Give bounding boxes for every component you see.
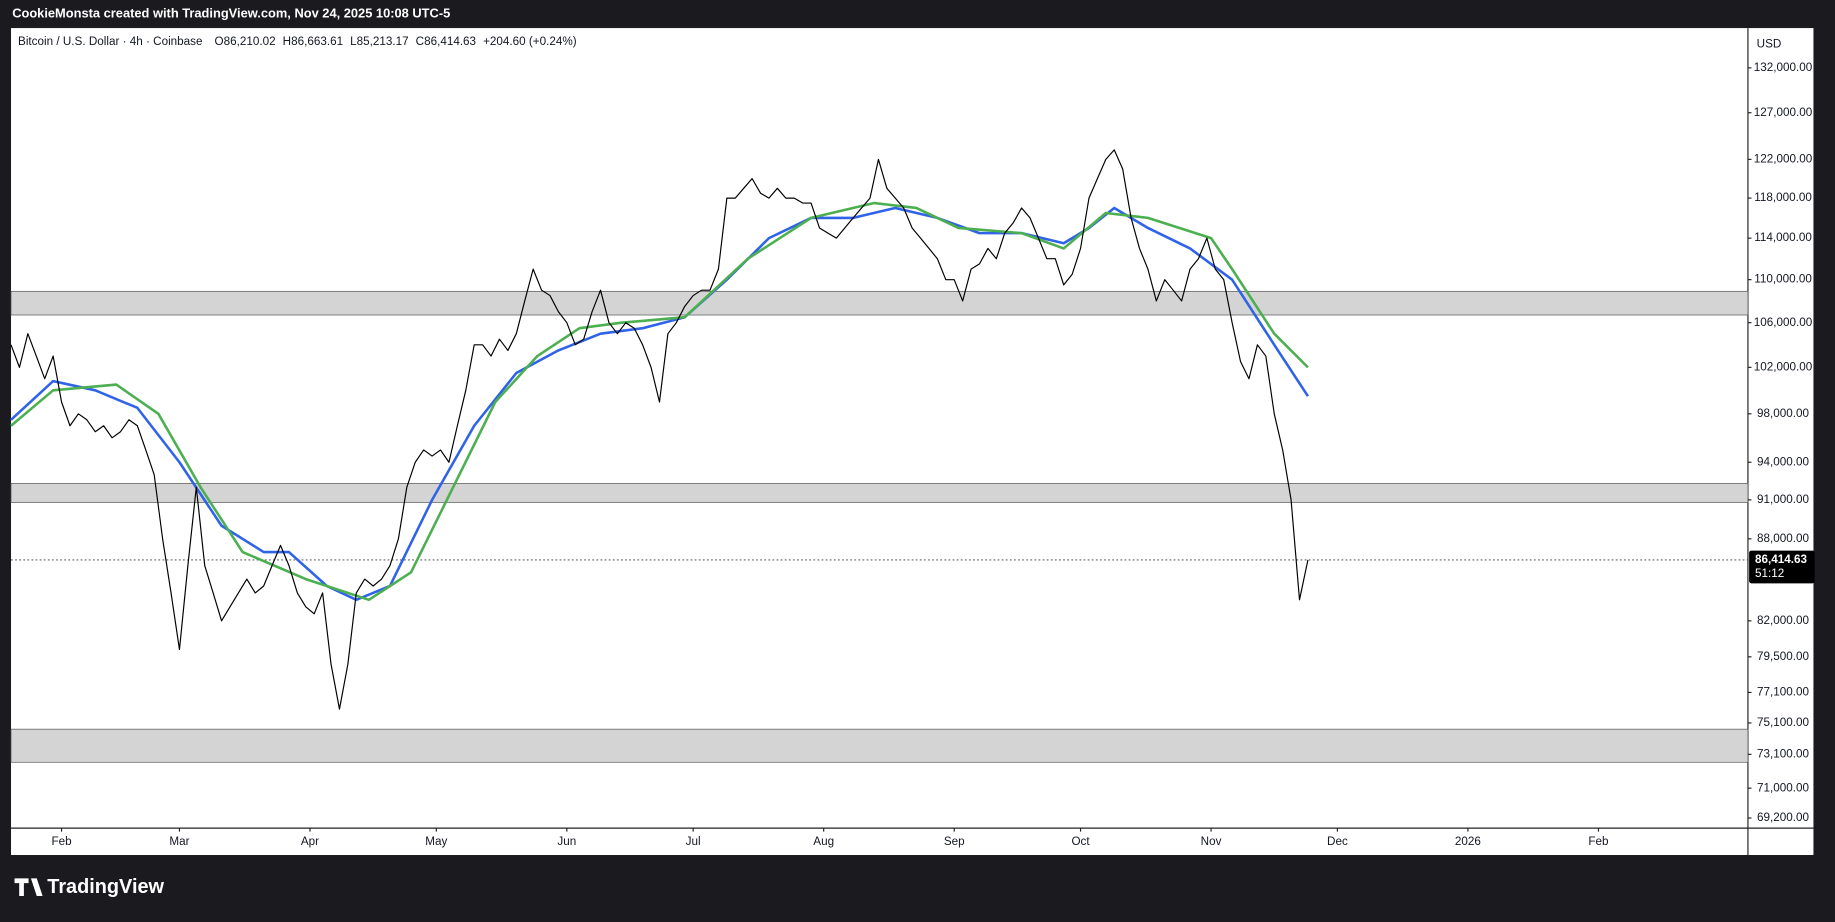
zone <box>10 483 1749 503</box>
y-tick-label: 69,200.00 <box>1757 811 1809 824</box>
y-tick-label: 106,000.00 <box>1754 316 1813 329</box>
logo-mark <box>14 878 43 896</box>
ohlc-value: O86,210.02 <box>215 35 276 48</box>
chart-pane <box>11 28 1814 856</box>
x-tick-label: Nov <box>1201 835 1222 848</box>
x-tick-label: Oct <box>1071 835 1090 848</box>
y-tick-label: 82,000.00 <box>1757 614 1809 627</box>
currency: USD <box>1757 38 1782 51</box>
credit: CookieMonsta created with TradingView.co… <box>12 5 450 20</box>
series-line <box>10 149 1309 710</box>
ohlc-value: L85,213.17 <box>350 35 408 48</box>
last-price-badge <box>1749 550 1815 584</box>
x-tick-label: Dec <box>1327 835 1348 848</box>
y-tick-label: 98,000.00 <box>1757 407 1809 420</box>
y-tick-label: 114,000.00 <box>1754 231 1812 244</box>
legend: Bitcoin / U.S. Dollar · 4h · Coinbase <box>18 35 202 48</box>
brand: TradingView <box>47 876 164 898</box>
zone <box>10 290 1749 316</box>
x-tick-label: Jul <box>686 835 701 848</box>
x-tick-label: Jun <box>557 835 576 848</box>
x-tick-label: Feb <box>1588 835 1609 848</box>
y-tick-label: 132,000.00 <box>1754 61 1813 74</box>
y-tick-label: 91,000.00 <box>1757 493 1809 506</box>
x-tick-label: Aug <box>813 835 834 848</box>
ohlc-value: H86,663.61 <box>283 35 343 48</box>
last-price-label: 86,414.63 <box>1755 553 1807 566</box>
y-tick-label: 118,000.00 <box>1754 191 1812 204</box>
x-tick-label: May <box>425 835 447 848</box>
zone <box>10 728 1749 763</box>
brand-logo: TradingView <box>14 876 165 898</box>
x-tick-label: 2026 <box>1455 835 1481 848</box>
y-tick-label: 94,000.00 <box>1757 455 1809 468</box>
y-tick-label: 88,000.00 <box>1757 532 1809 545</box>
y-tick-label: 127,000.00 <box>1754 106 1813 119</box>
x-tick-label: Feb <box>51 835 72 848</box>
y-tick-label: 79,500.00 <box>1757 650 1809 663</box>
ohlc-value: +204.60 (+0.24%) <box>483 35 577 48</box>
y-tick-label: 71,000.00 <box>1757 781 1809 794</box>
y-tick-label: 73,100.00 <box>1757 747 1809 760</box>
y-tick-label: 102,000.00 <box>1754 360 1813 373</box>
y-tick-label: 122,000.00 <box>1754 152 1813 165</box>
y-tick-label: 77,100.00 <box>1757 686 1809 699</box>
x-tick-label: Apr <box>301 835 319 848</box>
x-tick-label: Mar <box>169 835 189 848</box>
y-tick-label: 110,000.00 <box>1754 273 1812 286</box>
y-tick-label: 75,100.00 <box>1757 716 1809 729</box>
x-tick-label: Sep <box>944 835 965 848</box>
countdown: 51:12 <box>1755 567 1784 580</box>
symbol-title: Bitcoin / U.S. Dollar · 4h · Coinbase <box>18 35 202 48</box>
series-line <box>10 201 1309 602</box>
ohlc-value: C86,414.63 <box>416 35 476 48</box>
